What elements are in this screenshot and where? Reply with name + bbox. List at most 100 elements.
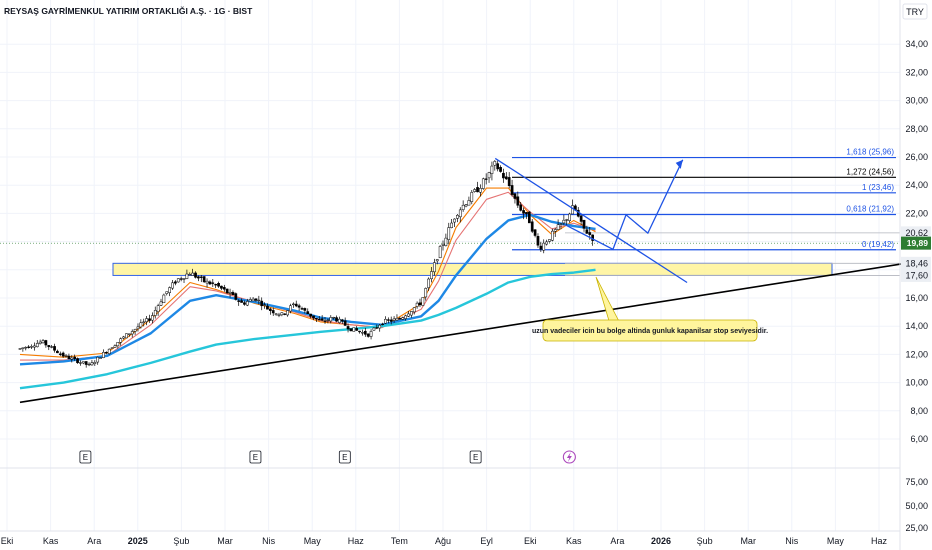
candle-body xyxy=(151,315,154,321)
candle-body xyxy=(533,229,537,236)
time-tick-label: Ara xyxy=(87,536,101,546)
candle-body xyxy=(542,242,546,251)
candle-body xyxy=(444,237,448,246)
candle-body xyxy=(294,303,298,307)
candle-body xyxy=(27,346,30,348)
currency-button[interactable] xyxy=(902,3,928,20)
candle-body xyxy=(453,218,456,223)
candle-body xyxy=(289,305,292,312)
candle-body xyxy=(551,230,554,241)
candle-body xyxy=(433,262,436,273)
candle-body xyxy=(461,204,465,210)
candle-body xyxy=(90,362,94,366)
level-label: 18,46 xyxy=(905,258,928,268)
candle-body xyxy=(38,341,42,344)
candle-body xyxy=(107,348,111,354)
candle-body xyxy=(415,302,419,307)
price-tick-label: 24,00 xyxy=(905,180,928,190)
time-tick-label: Nis xyxy=(262,536,275,546)
candle-body xyxy=(18,348,22,350)
candle-body xyxy=(234,293,238,300)
level-badge xyxy=(901,268,931,282)
candle-body xyxy=(427,278,430,288)
price-tick-label: 30,00 xyxy=(905,96,928,106)
time-tick-label: Eki xyxy=(1,536,14,546)
indicator-tick-label: 75,00 xyxy=(905,477,928,487)
price-tick-label: 6,00 xyxy=(910,434,928,444)
earnings-marker[interactable] xyxy=(338,450,351,464)
candle-body xyxy=(122,336,125,339)
time-tick-label: Eki xyxy=(524,536,537,546)
candle-body xyxy=(179,278,183,280)
candle-body xyxy=(361,332,364,334)
time-tick-label: 2026 xyxy=(651,536,671,546)
candle-body xyxy=(125,333,128,339)
candle-body xyxy=(182,278,186,280)
candle-body xyxy=(312,315,315,319)
candle-body xyxy=(142,321,146,324)
level-badge xyxy=(901,226,931,240)
candle-body xyxy=(358,330,361,333)
candle-body xyxy=(245,301,249,306)
candle-body xyxy=(21,347,25,349)
candle-body xyxy=(332,316,336,319)
earnings-marker[interactable] xyxy=(79,450,92,464)
chart-title: REYSAŞ GAYRİMENKUL YATIRIM ORTAKLIĞI A.Ş… xyxy=(4,5,253,16)
time-tick-label: Ağu xyxy=(435,536,451,546)
candle-body xyxy=(329,317,333,322)
price-tick-label: 10,00 xyxy=(905,378,928,388)
support-zone xyxy=(112,262,833,276)
time-tick-label: Nis xyxy=(785,536,798,546)
candle-body xyxy=(220,285,223,289)
candle-body xyxy=(559,223,563,225)
projection-path xyxy=(564,159,684,251)
earnings-marker[interactable] xyxy=(469,450,482,464)
candle-body xyxy=(84,361,88,365)
candle-body xyxy=(87,363,91,366)
candle-body xyxy=(104,352,108,354)
candle-body xyxy=(133,328,137,332)
candle-body xyxy=(274,313,278,315)
candle-body xyxy=(70,357,74,360)
candle-body xyxy=(340,319,344,322)
annotation-text: uzun vadeciler icin bu bolge altinda gun… xyxy=(532,328,768,335)
candle-body xyxy=(568,213,571,221)
candle-body xyxy=(254,298,258,301)
candle-body xyxy=(516,196,520,206)
candle-body xyxy=(266,305,269,310)
time-tick-label: 2025 xyxy=(128,536,148,546)
price-axis[interactable]: 34,0032,0030,0028,0026,0024,0022,0020,00… xyxy=(899,0,931,550)
candle-body xyxy=(237,300,241,302)
candle-body xyxy=(352,327,356,332)
candle-body xyxy=(176,278,180,283)
level-badge xyxy=(901,256,931,270)
price-tick-label: 34,00 xyxy=(905,39,928,49)
price-tick-label: 16,00 xyxy=(905,293,928,303)
candle-body xyxy=(410,311,413,316)
level-label: 20,62 xyxy=(905,228,928,238)
fib-level-label: 1 (23,46) xyxy=(862,183,894,192)
candle-body xyxy=(47,345,51,348)
candle-body xyxy=(418,302,422,306)
candle-body xyxy=(93,362,97,364)
candle-body xyxy=(326,319,330,322)
candle-body xyxy=(231,292,235,295)
candle-body xyxy=(73,356,77,359)
earnings-marker[interactable] xyxy=(249,450,262,464)
candle-body xyxy=(277,314,281,316)
candle-body xyxy=(473,189,477,192)
candle-body xyxy=(484,178,488,180)
candle-body xyxy=(119,338,123,343)
candle-body xyxy=(194,272,197,278)
time-tick-label: Kas xyxy=(43,536,59,546)
candle-body xyxy=(386,319,390,321)
candle-body xyxy=(44,340,48,346)
candle-body xyxy=(588,232,592,235)
candles xyxy=(18,159,594,368)
candle-body xyxy=(398,318,402,320)
candle-body xyxy=(392,318,396,321)
candle-body xyxy=(395,317,399,321)
time-axis[interactable]: Eki Kas Ara 2025 Şub Mar Nis May Haz Tem Ağu Eyl Eki… xyxy=(1,536,888,546)
candle-body xyxy=(225,288,229,294)
candle-body xyxy=(41,340,45,344)
